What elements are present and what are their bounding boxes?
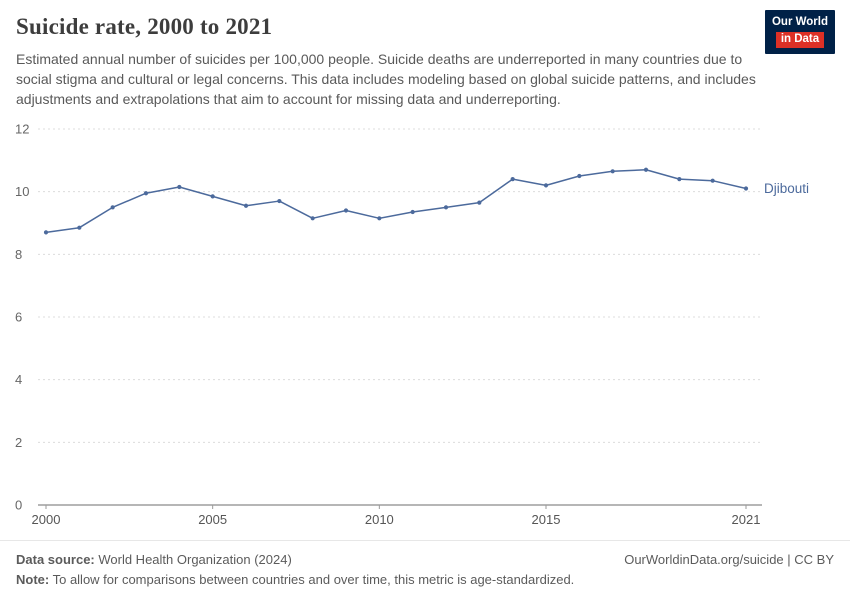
data-point-marker[interactable] xyxy=(177,185,182,190)
data-point-marker[interactable] xyxy=(277,199,282,204)
data-point-marker[interactable] xyxy=(210,194,215,199)
note: Note: To allow for comparisons between c… xyxy=(16,570,574,590)
data-point-marker[interactable] xyxy=(710,179,715,184)
note-label: Note: xyxy=(16,571,50,587)
series-label[interactable]: Djibouti xyxy=(764,182,809,197)
y-axis-tick-label: 10 xyxy=(15,185,29,200)
x-axis-tick-label: 2000 xyxy=(32,512,61,527)
data-point-marker[interactable] xyxy=(743,186,749,192)
chart-subtitle: Estimated annual number of suicides per … xyxy=(16,51,756,108)
data-point-marker[interactable] xyxy=(477,201,482,206)
data-point-marker[interactable] xyxy=(77,226,82,231)
rights-link[interactable]: OurWorldinData.org/suicide | CC BY xyxy=(624,551,834,567)
chart-area: 0 2 4 6 8 10 12 2000 2005 2010 2015 2021 Djibouti xyxy=(0,115,850,540)
owid-logo-line2: in Data xyxy=(775,31,825,48)
series-line-djibouti xyxy=(45,169,747,234)
line-chart[interactable]: 0 2 4 6 8 10 12 2000 2005 2010 2015 2021 Djibouti xyxy=(0,115,850,535)
data-point-marker[interactable] xyxy=(677,177,682,182)
chart-header: Suicide rate, 2000 to 2021 Our World in … xyxy=(0,0,850,109)
data-point-marker[interactable] xyxy=(410,210,415,215)
y-axis-tick-label: 12 xyxy=(15,122,29,137)
owid-logo-line1: Our World xyxy=(771,16,828,28)
owid-logo[interactable]: Our World in Data xyxy=(764,10,835,54)
page-title: Suicide rate, 2000 to 2021 xyxy=(16,14,273,39)
data-point-marker[interactable] xyxy=(343,208,349,214)
y-axis-tick-label: 0 xyxy=(15,498,22,513)
data-point-marker[interactable] xyxy=(443,205,449,210)
x-axis-tick-label: 2021 xyxy=(732,512,761,527)
data-point-marker[interactable] xyxy=(577,174,582,179)
y-axis-tick-label: 8 xyxy=(15,247,22,262)
data-point-marker[interactable] xyxy=(610,169,615,174)
note-value: To allow for comparisons between countri… xyxy=(49,571,575,587)
data-source-value: World Health Organization (2024) xyxy=(94,551,292,567)
data-point-marker[interactable] xyxy=(543,183,549,188)
x-axis-tick-label: 2015 xyxy=(532,512,561,527)
data-point-marker[interactable] xyxy=(377,216,382,221)
data-point-marker[interactable] xyxy=(510,177,515,182)
data-point-marker[interactable] xyxy=(643,168,649,173)
data-source-label: Data source: xyxy=(16,551,95,567)
data-point-marker[interactable] xyxy=(243,204,249,209)
chart-footer: Data source: World Health Organization (… xyxy=(0,539,850,600)
x-axis-tick-label: 2005 xyxy=(198,512,227,527)
y-axis-tick-label: 4 xyxy=(15,373,22,388)
data-point-marker[interactable] xyxy=(110,205,115,210)
y-axis-tick-label: 6 xyxy=(15,310,22,325)
x-axis-tick-label: 2010 xyxy=(365,512,394,527)
data-point-marker[interactable] xyxy=(143,191,149,196)
y-axis-tick-label: 2 xyxy=(15,435,22,450)
data-source: Data source: World Health Organization (… xyxy=(16,550,292,570)
data-point-marker[interactable] xyxy=(43,230,49,235)
data-point-marker[interactable] xyxy=(310,216,315,221)
